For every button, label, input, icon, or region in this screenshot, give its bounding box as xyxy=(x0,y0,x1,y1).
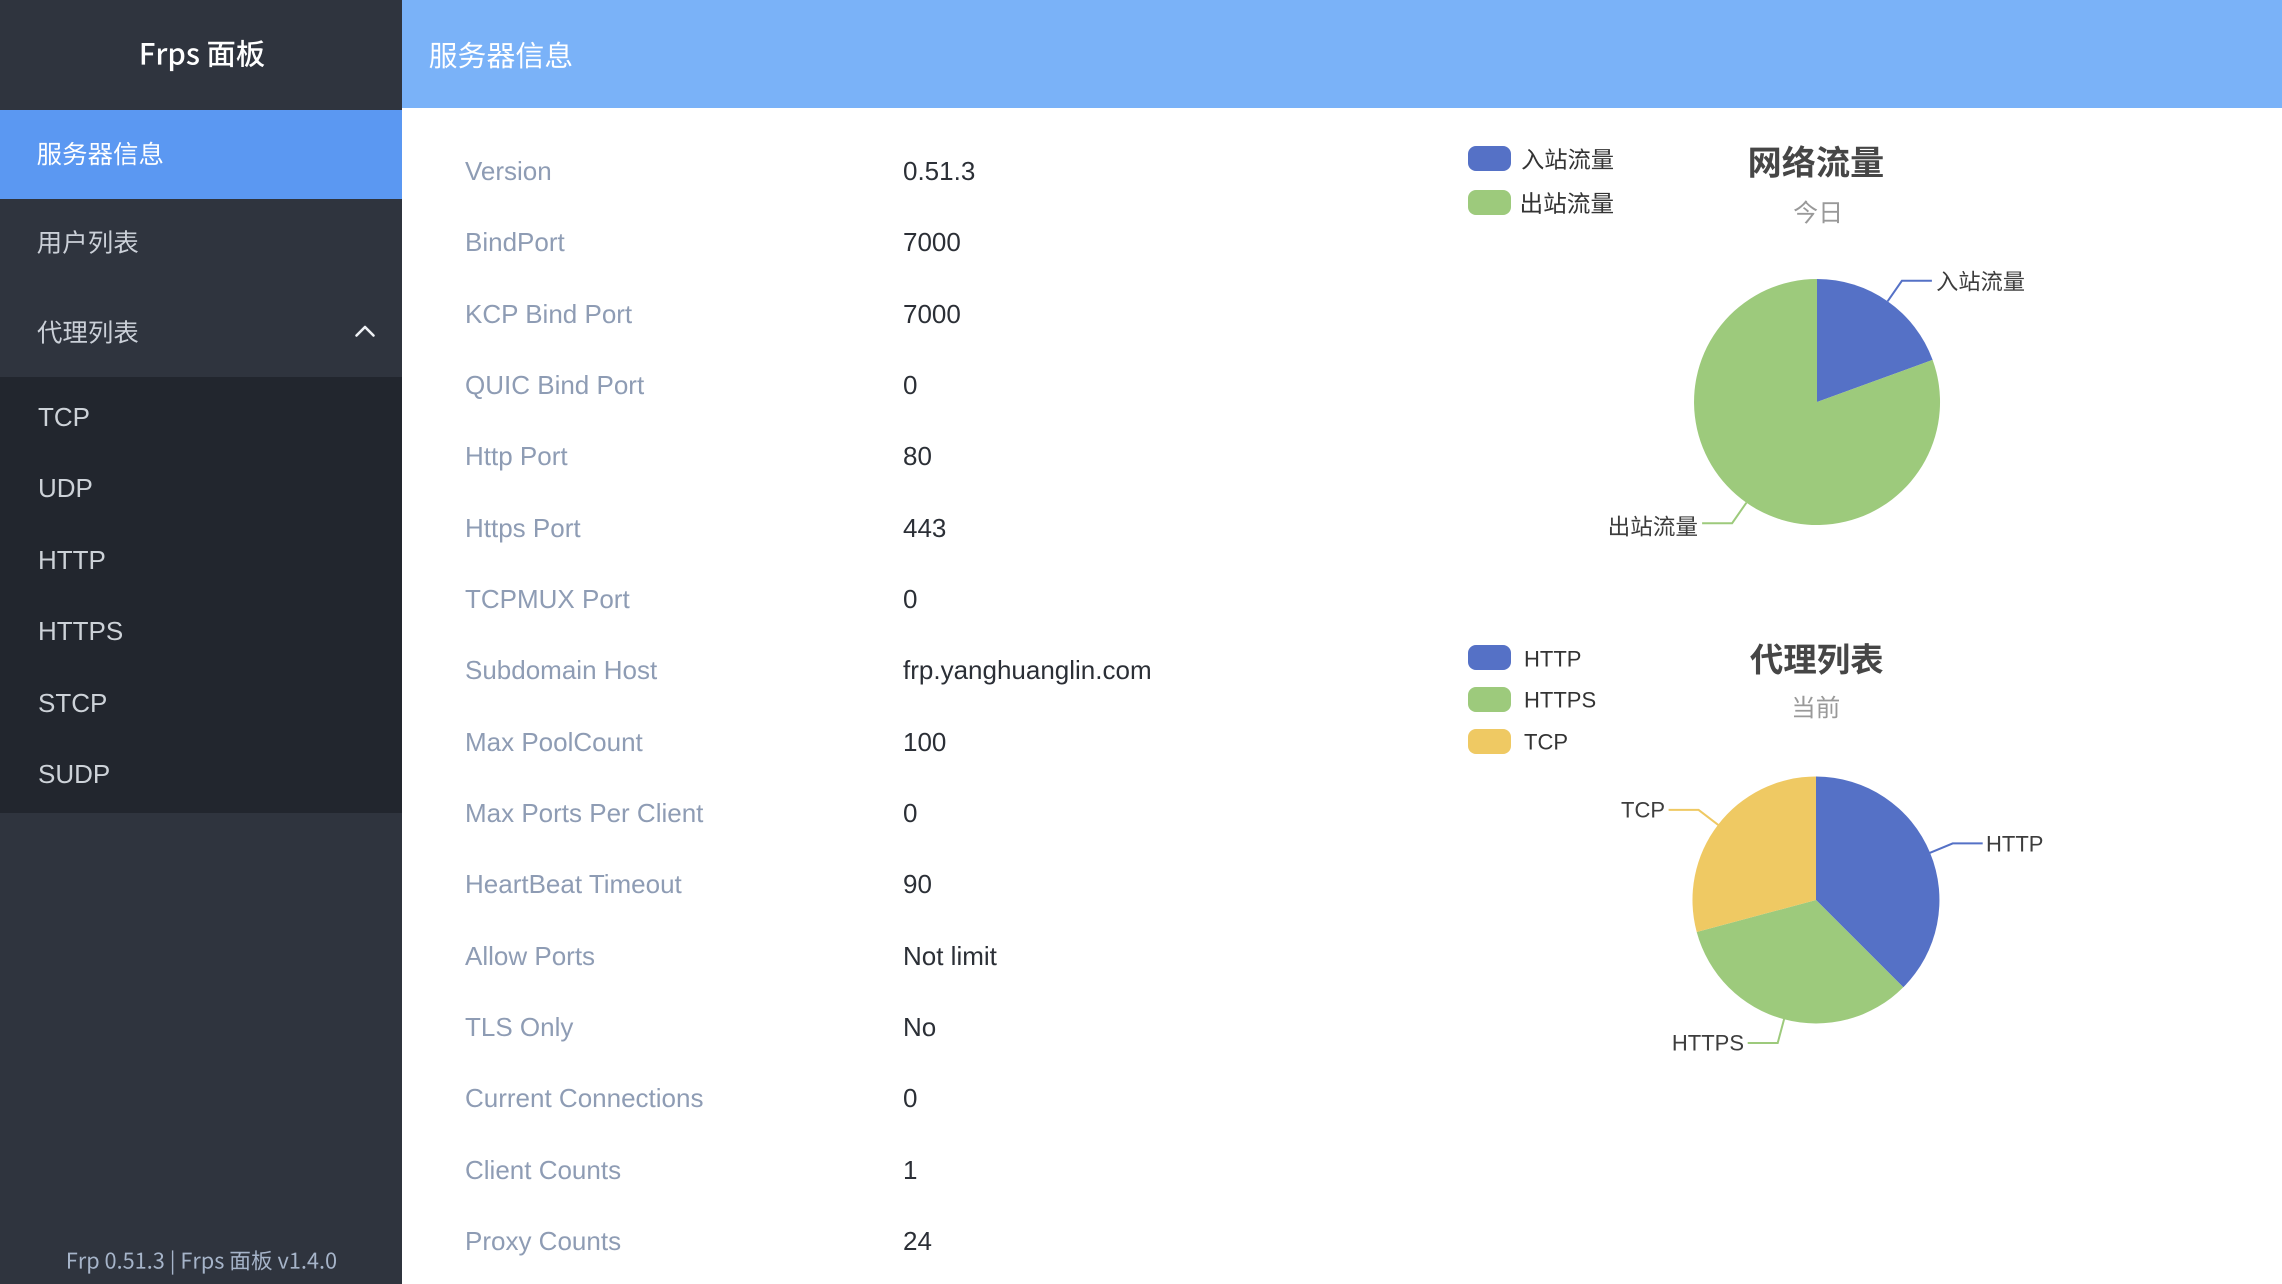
svg-text:TCP: TCP xyxy=(1621,798,1665,823)
svg-text:HTTP: HTTP xyxy=(1986,832,2043,857)
svg-text:TCP: TCP xyxy=(1524,730,1568,755)
svg-text:HTTP: HTTP xyxy=(1524,647,1581,672)
svg-text:HTTPS: HTTPS xyxy=(1524,688,1596,713)
svg-text:HTTPS: HTTPS xyxy=(1672,1031,1744,1056)
